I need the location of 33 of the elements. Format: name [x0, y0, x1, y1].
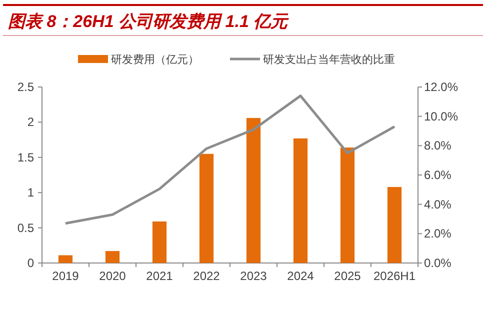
x-tick-label: 2024 [287, 269, 314, 283]
bar [387, 186, 402, 263]
bar [199, 154, 214, 263]
legend-label: 研发支出占当年营收的比重 [263, 53, 395, 66]
x-tick-label: 2026H1 [373, 269, 416, 283]
y2-tick-label: 2.0% [424, 226, 452, 241]
bar [58, 255, 73, 263]
bar [152, 221, 167, 263]
x-tick-label: 2025 [334, 269, 362, 283]
line-series [64, 94, 396, 225]
y2-tick-label: 8.0% [424, 138, 452, 153]
y2-tick-label: 4.0% [424, 197, 452, 212]
x-tick-label: 2022 [193, 269, 220, 283]
y-tick-label: 0 [27, 256, 34, 270]
bar [340, 148, 355, 263]
bar [293, 138, 308, 263]
x-tick-label: 2020 [99, 269, 126, 283]
y-tick-label: 1.5 [17, 150, 34, 164]
x-tick-label: 2023 [240, 269, 268, 283]
y-tick-label: 0.5 [17, 220, 34, 235]
x-tick-label: 2021 [146, 269, 174, 283]
y-tick-label: 2 [27, 115, 34, 130]
x-tick-label: 2019 [52, 269, 80, 283]
bar [246, 118, 261, 263]
legend-label: 研发费用（亿元） [111, 53, 199, 66]
y-tick-label: 2.5 [17, 80, 34, 94]
bar [105, 251, 120, 263]
y2-tick-label: 10.0% [424, 109, 458, 124]
y2-tick-label: 6.0% [424, 168, 452, 182]
chart-title: 图表 8：26H1 公司研发费用 1.1 亿元 [8, 12, 290, 31]
y-tick-label: 1 [27, 186, 34, 200]
y2-tick-label: 0.0% [424, 256, 452, 270]
y2-tick-label: 12.0% [424, 80, 458, 94]
